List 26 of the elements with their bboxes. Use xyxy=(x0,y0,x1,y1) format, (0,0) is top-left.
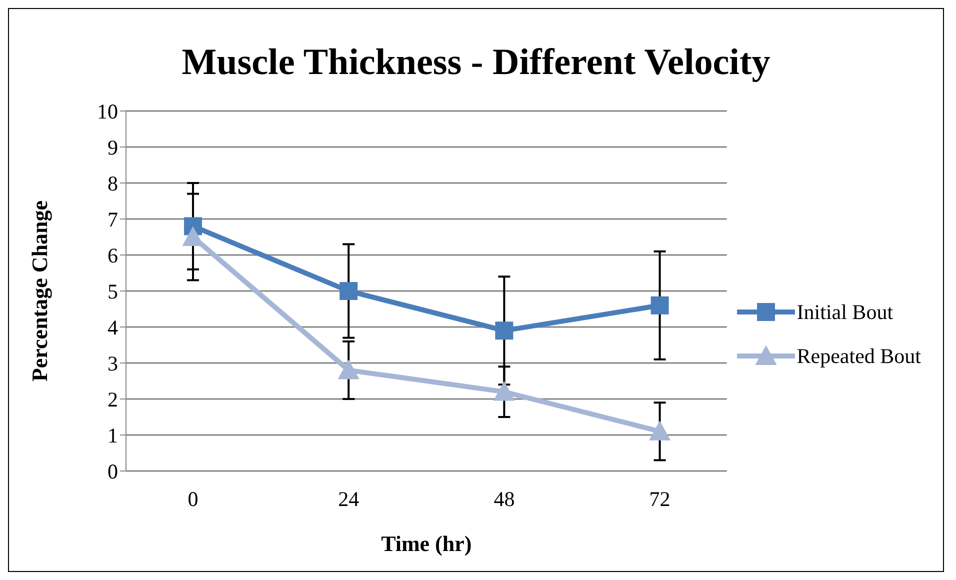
point xyxy=(495,322,514,340)
chart-title: Muscle Thickness - Different Velocity xyxy=(180,41,772,84)
y-tick-label: 3 xyxy=(108,351,118,376)
y-tick-label: 7 xyxy=(108,207,118,232)
point xyxy=(340,282,358,300)
legend-label: Repeated Bout xyxy=(796,344,921,368)
x-tick-label: 48 xyxy=(494,486,515,511)
x-tick-label: 0 xyxy=(188,486,198,511)
point xyxy=(648,420,671,440)
y-tick-label: 1 xyxy=(108,423,118,448)
x-tick-label: 24 xyxy=(338,486,360,511)
y-axis-title: Percentage Change xyxy=(26,200,52,382)
legend-label: Initial Bout xyxy=(796,300,894,324)
y-tick-label: 4 xyxy=(108,315,118,340)
y-tick-label: 0 xyxy=(108,459,118,484)
y-tick-label: 5 xyxy=(108,279,118,304)
y-tick-label: 10 xyxy=(97,99,118,124)
y-tick-label: 9 xyxy=(108,135,118,160)
point xyxy=(493,381,515,401)
x-tick-label: 72 xyxy=(649,486,670,511)
y-tick-label: 2 xyxy=(108,387,118,412)
x-axis-title: Time (hr) xyxy=(381,531,472,556)
point xyxy=(650,296,669,314)
point xyxy=(338,359,360,380)
y-tick-label: 8 xyxy=(108,171,118,196)
y-tick-label: 6 xyxy=(108,243,118,268)
